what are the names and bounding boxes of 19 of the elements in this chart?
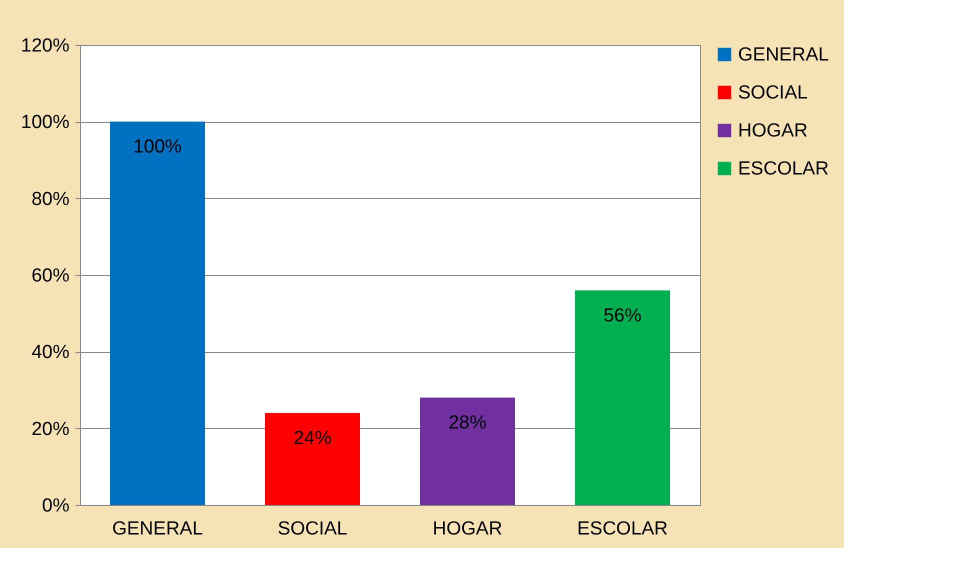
legend-label: ESCOLAR (738, 158, 829, 180)
data-label: 24% (293, 428, 332, 449)
y-tick-label: 40% (31, 342, 70, 364)
data-label: 56% (603, 305, 642, 326)
x-tick-label: GENERAL (112, 518, 203, 540)
legend-label: GENERAL (738, 44, 829, 66)
y-tick-label: 100% (20, 112, 70, 134)
x-tick-label: HOGAR (432, 518, 502, 540)
data-label: 28% (448, 412, 487, 434)
y-tick-label: 60% (31, 266, 70, 286)
y-tick-label: 0% (42, 496, 70, 516)
y-tick-label: 80% (31, 188, 70, 210)
legend-label: HOGAR (738, 120, 808, 142)
y-tick-label: 20% (31, 418, 70, 440)
legend-label: SOCIAL (738, 82, 808, 104)
y-tick-label: 120% (20, 36, 70, 56)
data-label: 100% (133, 136, 182, 158)
x-tick-label: SOCIAL (278, 518, 348, 540)
x-tick-label: ESCOLAR (577, 518, 668, 540)
